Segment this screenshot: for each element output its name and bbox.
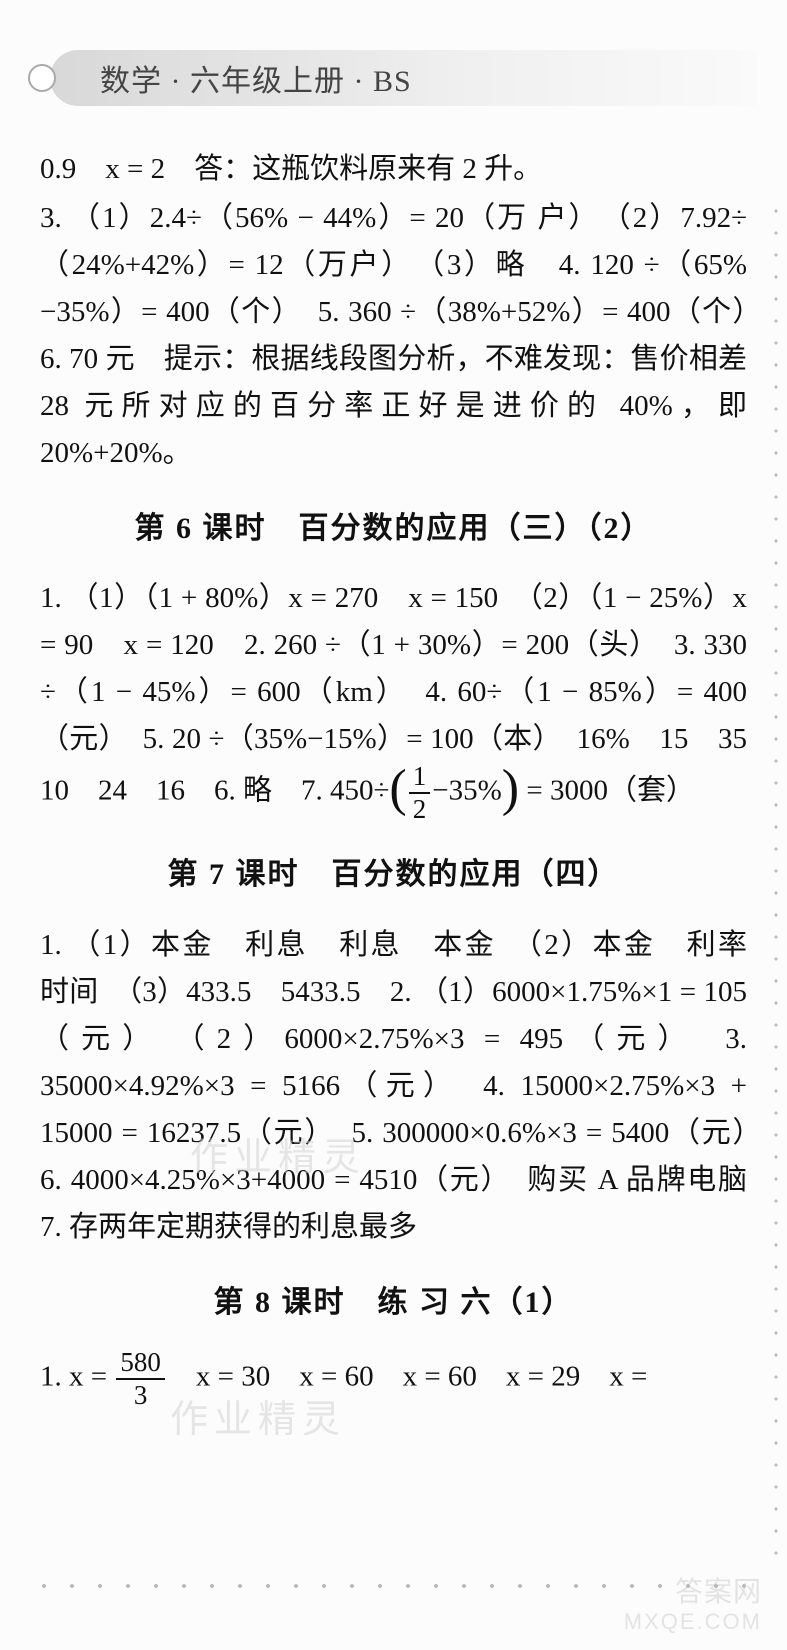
- fraction-denominator-3: 3: [116, 1380, 165, 1409]
- header-title: 数学 · 六年级上册 · BS: [100, 56, 412, 100]
- fraction-numerator: 1: [409, 763, 431, 794]
- section-6-text-c: = 3000（套）: [519, 775, 695, 807]
- section-6-body: 1. （1）（1 + 80%）x = 270 x = 150 （2）（1 − 2…: [40, 575, 747, 823]
- right-border-dots: [773, 200, 779, 1560]
- intro-line2: 3. （1）2.4÷（56% − 44%）= 20（万 户） （2）7.92÷（…: [40, 195, 747, 477]
- watermark-brand: 答案网: [675, 1570, 762, 1610]
- section-7-text: 1. （1）本金 利息 利息 本金 （2）本金 利率 时间 （3）433.5 5…: [40, 929, 776, 1243]
- watermark-url: MXQE.COM: [624, 1609, 762, 1635]
- section-7-body: 1. （1）本金 利息 利息 本金 （2）本金 利率 时间 （3）433.5 5…: [40, 922, 747, 1251]
- fraction-numerator-580: 580: [116, 1349, 165, 1380]
- section-7-heading: 第 7 课时 百分数的应用（四）: [40, 851, 747, 900]
- intro-line1: 0.9 x = 2 答：这瓶饮料原来有 2 升。: [40, 146, 747, 193]
- intro-text-1: 0.9 x = 2 答：这瓶饮料原来有 2 升。: [40, 153, 542, 185]
- header-decoration-circle: [28, 64, 56, 92]
- content-area: 0.9 x = 2 答：这瓶饮料原来有 2 升。 3. （1）2.4÷（56% …: [0, 131, 787, 1431]
- section-8-text-b: x = 30 x = 60 x = 60 x = 29 x =: [167, 1361, 648, 1393]
- fraction-1-2: 12: [409, 763, 431, 823]
- section-8-body: 1. x = 5803 x = 30 x = 60 x = 60 x = 29 …: [40, 1349, 747, 1409]
- section-8-text-a: 1. x =: [40, 1361, 114, 1393]
- fraction-denominator: 2: [409, 794, 431, 823]
- section-6-heading: 第 6 课时 百分数的应用（三）（2）: [40, 505, 747, 554]
- fraction-580-3: 5803: [116, 1349, 165, 1409]
- section-8-heading: 第 8 课时 练 习 六（1）: [40, 1279, 747, 1328]
- header-banner: 数学 · 六年级上册 · BS: [50, 50, 757, 106]
- section-6-text-b: −35%: [432, 775, 502, 807]
- bottom-border-dots: [30, 1582, 757, 1590]
- intro-text-2: 3. （1）2.4÷（56% − 44%）= 20（万 户） （2）7.92÷（…: [40, 202, 776, 469]
